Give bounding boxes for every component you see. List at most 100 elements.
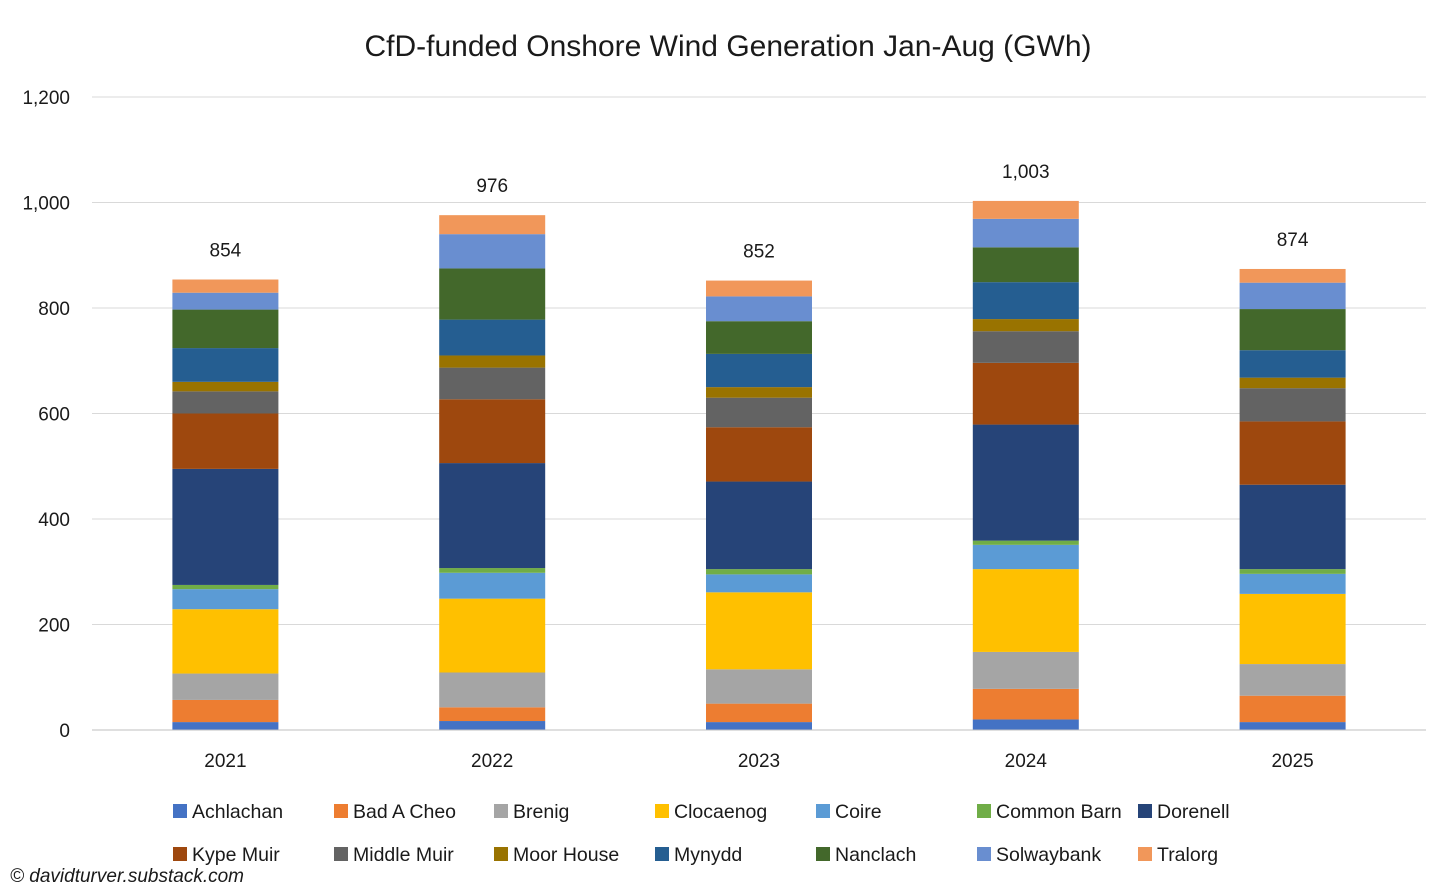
legend-swatch: [334, 804, 348, 818]
legend-label: Nanclach: [835, 844, 916, 866]
x-tick-label: 2025: [1271, 751, 1313, 772]
bar-segment-brenig-2024: [972, 651, 1079, 689]
bar-segment-achlachan-2021: [172, 722, 279, 730]
bar-segment-middle-muir-2022: [439, 367, 546, 400]
legend-label: Moor House: [513, 844, 619, 866]
copyright-footer: © davidturver.substack.com: [10, 866, 244, 887]
bar-segment-achlachan-2023: [706, 722, 812, 730]
x-tick-label: 2021: [204, 751, 246, 772]
legend-item: Coire: [816, 801, 882, 823]
legend-swatch: [655, 847, 669, 861]
bar-segment-tralorg-2021: [172, 279, 279, 293]
y-tick-label: 400: [38, 510, 70, 531]
bar-segment-moor-house-2024: [972, 319, 1079, 332]
bar-segment-clocaenog-2022: [439, 598, 546, 673]
bar-segment-nanclach-2021: [172, 309, 279, 349]
legend-item: Bad A Cheo: [334, 801, 456, 823]
legend-item: Solwaybank: [977, 844, 1101, 866]
legend-swatch: [173, 847, 187, 861]
y-tick-label: 800: [38, 299, 70, 320]
bar-segment-brenig-2025: [1239, 664, 1346, 696]
bar-segment-nanclach-2022: [439, 268, 546, 320]
legend-item: Middle Muir: [334, 844, 454, 866]
bar-segment-coire-2022: [439, 572, 546, 599]
y-tick-label: 1,200: [22, 88, 70, 109]
bar-segment-moor-house-2025: [1239, 377, 1346, 389]
legend-label: Mynydd: [674, 844, 742, 866]
bar-segment-tralorg-2024: [972, 200, 1079, 219]
bar-segment-brenig-2023: [706, 669, 812, 704]
bar-segment-bad-a-cheo-2021: [172, 699, 279, 723]
legend-label: Middle Muir: [353, 844, 454, 866]
bar-segment-kype-muir-2021: [172, 413, 279, 469]
bar-segment-solwaybank-2022: [439, 234, 546, 269]
bar-segment-solwaybank-2021: [172, 292, 279, 310]
bar-segment-dorenell-2024: [972, 424, 1079, 541]
legend-swatch: [977, 804, 991, 818]
x-axis-tick-labels: 2021 2022 2023 2024 2025: [204, 751, 1313, 772]
bar-segment-moor-house-2023: [706, 387, 812, 398]
y-axis-tick-labels: 0 200 400 600 800 1,000 1,200: [22, 88, 70, 742]
legend-item: Kype Muir: [173, 844, 280, 866]
bar-segment-achlachan-2025: [1239, 722, 1346, 730]
legend-item: Mynydd: [655, 844, 742, 866]
x-tick-label: 2023: [738, 751, 780, 772]
legend-swatch: [494, 847, 508, 861]
bar-segment-clocaenog-2024: [972, 569, 1079, 652]
legend-swatch: [494, 804, 508, 818]
legend-label: Achlachan: [192, 801, 283, 823]
bar-segment-coire-2021: [172, 589, 279, 610]
legend-item: Clocaenog: [655, 801, 767, 823]
bar-segment-kype-muir-2025: [1239, 421, 1346, 485]
legend-swatch: [173, 804, 187, 818]
bar-segment-clocaenog-2023: [706, 592, 812, 670]
bar-total-label: 854: [210, 241, 242, 262]
legend-item: Brenig: [494, 801, 569, 823]
bar-segment-middle-muir-2023: [706, 397, 812, 428]
legend-label: Coire: [835, 801, 882, 823]
legend-label: Brenig: [513, 801, 569, 823]
y-tick-label: 1,000: [22, 194, 70, 215]
bar-segment-nanclach-2024: [972, 247, 1079, 283]
bar-segment-dorenell-2023: [706, 481, 812, 570]
legend-item: Moor House: [494, 844, 619, 866]
bar-segment-clocaenog-2021: [172, 609, 279, 674]
legend-label: Tralorg: [1157, 844, 1218, 866]
bar-total-label: 1,003: [1002, 162, 1050, 183]
y-tick-label: 200: [38, 616, 70, 637]
y-tick-label: 0: [59, 721, 70, 742]
bar-total-label: 852: [743, 242, 775, 263]
bar-segment-coire-2023: [706, 574, 812, 593]
bar-segment-mynydd-2023: [706, 353, 812, 388]
bar-total-label: 976: [476, 176, 508, 197]
legend-item: Nanclach: [816, 844, 916, 866]
bar-segment-common-barn-2025: [1239, 569, 1346, 574]
bar-segment-brenig-2022: [439, 672, 546, 708]
legend-label: Clocaenog: [674, 801, 767, 823]
legend-item: Common Barn: [977, 801, 1122, 823]
bar-segment-mynydd-2021: [172, 348, 279, 382]
bar-segment-bad-a-cheo-2022: [439, 707, 546, 722]
bar-segment-dorenell-2025: [1239, 484, 1346, 570]
bar-segment-common-barn-2021: [172, 584, 279, 590]
legend-swatch: [816, 804, 830, 818]
legend-swatch: [816, 847, 830, 861]
bar-segment-mynydd-2024: [972, 282, 1079, 320]
bar-segment-coire-2024: [972, 544, 1079, 570]
bar-segment-common-barn-2023: [706, 569, 812, 575]
bar-segment-solwaybank-2024: [972, 218, 1079, 248]
bar-segment-common-barn-2024: [972, 540, 1079, 545]
bar-total-labels: 854 976 852 1,003 874: [210, 162, 1309, 263]
bar-segment-brenig-2021: [172, 673, 279, 700]
bar-segment-dorenell-2021: [172, 468, 279, 585]
legend-label: Common Barn: [996, 801, 1122, 823]
legend-swatch: [655, 804, 669, 818]
bar-segment-bad-a-cheo-2024: [972, 688, 1079, 720]
bar-segment-mynydd-2025: [1239, 350, 1346, 378]
chart-title: CfD-funded Onshore Wind Generation Jan-A…: [365, 30, 1092, 63]
x-tick-label: 2024: [1005, 751, 1048, 772]
bar-segment-bad-a-cheo-2023: [706, 703, 812, 723]
legend-swatch: [1138, 804, 1152, 818]
bar-segment-solwaybank-2023: [706, 296, 812, 322]
